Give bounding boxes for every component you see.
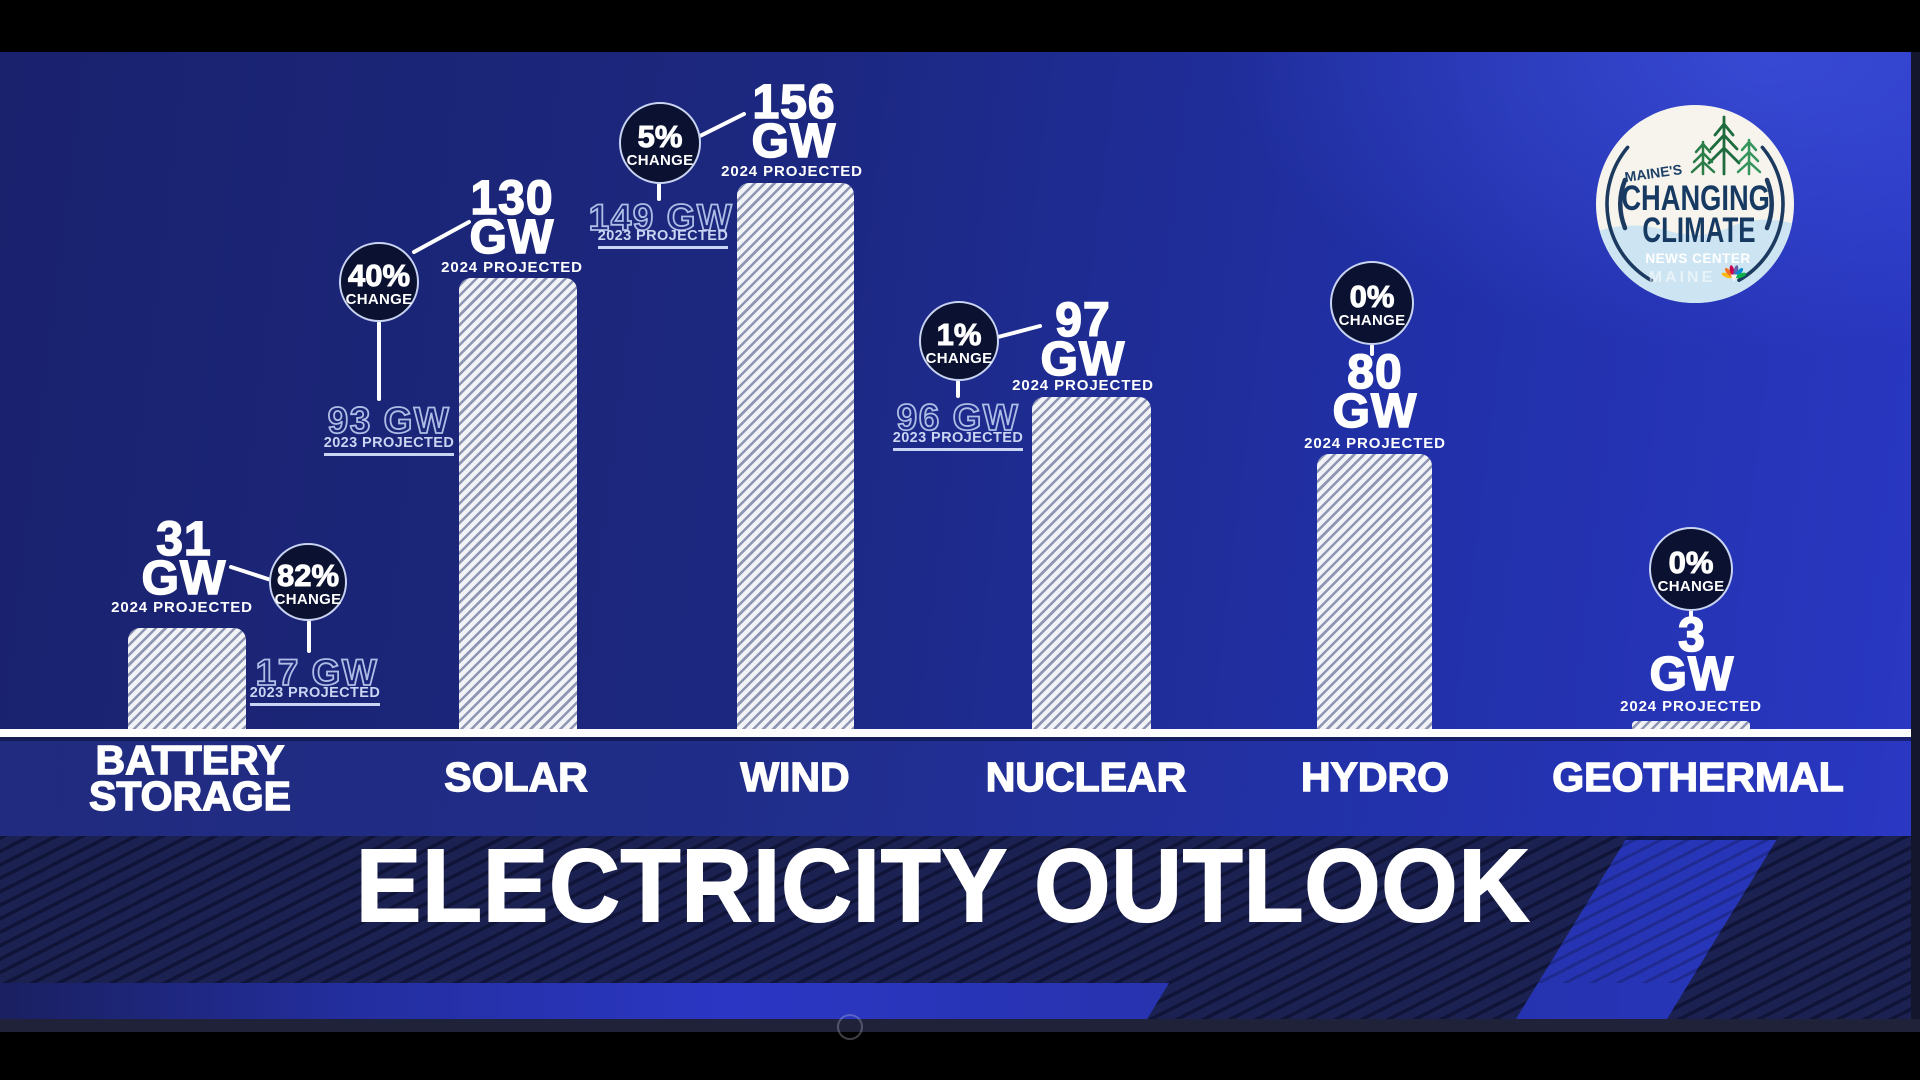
svg-text:CLIMATE: CLIMATE — [1642, 210, 1755, 250]
svg-text:NEWS CENTER: NEWS CENTER — [1645, 251, 1750, 266]
svg-text:MAINE: MAINE — [1649, 269, 1716, 286]
svg-text:CHANGING: CHANGING — [1621, 179, 1770, 218]
svg-text:MAINE'S: MAINE'S — [1624, 161, 1683, 185]
